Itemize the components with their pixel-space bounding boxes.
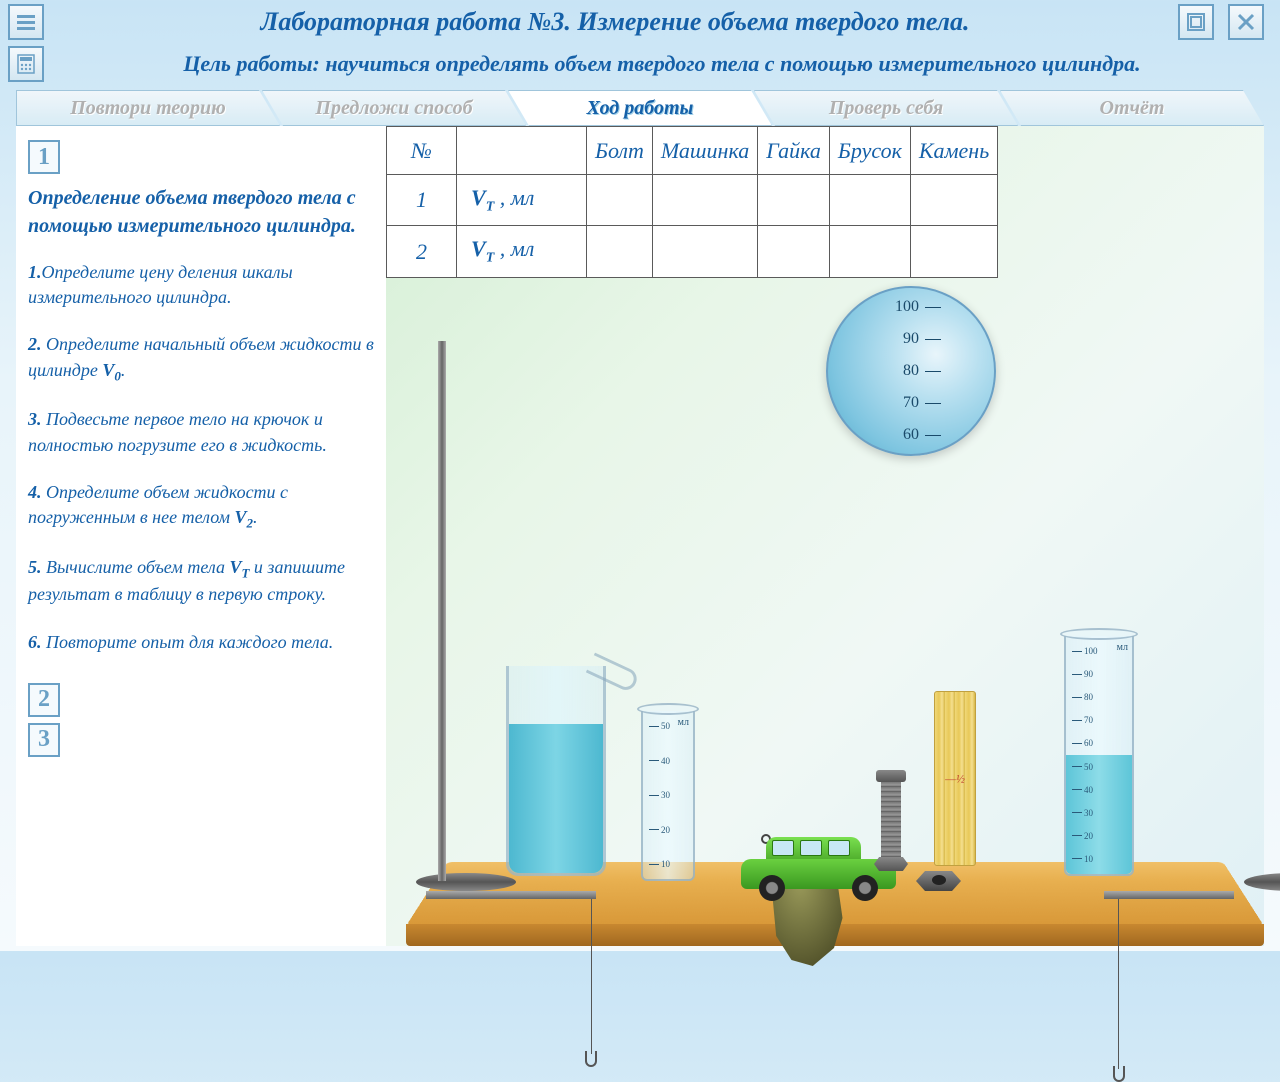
goal-text: Цель работы: научиться определять объем … bbox=[52, 51, 1272, 77]
close-icon[interactable] bbox=[1228, 4, 1264, 40]
section-title: Определение объема твердого тела с помощ… bbox=[28, 184, 374, 240]
instruction-4: 4. Определите объем жидкости с погруженн… bbox=[28, 480, 374, 533]
beaker-water bbox=[509, 724, 603, 873]
instructions-panel: 1 Определение объема твердого тела с пом… bbox=[16, 126, 386, 946]
th-num: № bbox=[387, 127, 457, 175]
step-nav-2[interactable]: 2 bbox=[28, 683, 60, 717]
app-title: Лабораторная работа №3. Измерение объема… bbox=[52, 7, 1178, 37]
cell-nut-1[interactable] bbox=[758, 175, 830, 226]
cylinder-small-scale: 50 40 30 20 10 bbox=[649, 721, 683, 869]
app-header: Лабораторная работа №3. Измерение объема… bbox=[0, 0, 1280, 44]
cylinder-small[interactable]: мл 50 40 30 20 10 bbox=[641, 711, 695, 881]
main-content: 1 Определение объема твердого тела с пом… bbox=[16, 126, 1264, 946]
cylinder-large[interactable]: мл 100 90 80 70 60 50 40 30 20 10 bbox=[1064, 636, 1134, 876]
tab-check[interactable]: Проверь себя bbox=[754, 90, 1018, 126]
table-header-row: № Болт Машинка Гайка Брусок Камень bbox=[387, 127, 998, 175]
cell-block-1[interactable] bbox=[829, 175, 910, 226]
instruction-1: 1.Определите цену деления шкалы измерите… bbox=[28, 260, 374, 310]
tab-procedure[interactable]: Ход работы bbox=[508, 90, 772, 126]
cell-stone-1[interactable] bbox=[910, 175, 997, 226]
th-bolt: Болт bbox=[587, 127, 653, 175]
th-block: Брусок bbox=[829, 127, 910, 175]
cell-nut-2[interactable] bbox=[758, 226, 830, 277]
menu-icon[interactable] bbox=[8, 4, 44, 40]
tab-bar: Повтори теорию Предложи способ Ход работ… bbox=[16, 90, 1264, 126]
cell-stone-2[interactable] bbox=[910, 226, 997, 277]
object-bolt[interactable] bbox=[876, 770, 906, 871]
table-row: 1 VT , мл bbox=[387, 175, 998, 226]
th-stone: Камень bbox=[910, 127, 997, 175]
cell-bolt-2[interactable] bbox=[587, 226, 653, 277]
magnifier[interactable]: 100 90 80 70 60 bbox=[826, 286, 996, 456]
lab-scene: 100 90 80 70 60 мл 50 40 30 bbox=[386, 276, 1264, 946]
calculator-icon[interactable] bbox=[8, 46, 44, 82]
subheader: Цель работы: научиться определять объем … bbox=[0, 44, 1280, 90]
instruction-5: 5. Вычислите объем тела VT и запишите ре… bbox=[28, 555, 374, 608]
instruction-6: 6. Повторите опыт для каждого тела. bbox=[28, 630, 374, 655]
tab-theory[interactable]: Повтори теорию bbox=[16, 90, 280, 126]
maximize-icon[interactable] bbox=[1178, 4, 1214, 40]
cell-bolt-1[interactable] bbox=[587, 175, 653, 226]
object-block[interactable]: —½ bbox=[934, 691, 976, 866]
data-table: № Болт Машинка Гайка Брусок Камень 1 VT … bbox=[386, 126, 998, 278]
instruction-2: 2. Определите начальный объем жидкости в… bbox=[28, 332, 374, 385]
step-badge-1: 1 bbox=[28, 140, 60, 174]
cell-car-1[interactable] bbox=[652, 175, 757, 226]
object-nut[interactable] bbox=[916, 871, 961, 891]
object-car[interactable] bbox=[741, 841, 896, 901]
beaker-spout bbox=[586, 652, 641, 693]
step-nav-3[interactable]: 3 bbox=[28, 723, 60, 757]
beaker[interactable] bbox=[506, 666, 606, 876]
tab-report[interactable]: Отчёт bbox=[1000, 90, 1264, 126]
magnifier-scale: 100 90 80 70 60 bbox=[881, 298, 941, 444]
table-row: 2 VT , мл bbox=[387, 226, 998, 277]
cell-car-2[interactable] bbox=[652, 226, 757, 277]
th-nut: Гайка bbox=[758, 127, 830, 175]
tab-method[interactable]: Предложи способ bbox=[262, 90, 526, 126]
cylinder-large-scale: 100 90 80 70 60 50 40 30 20 10 bbox=[1072, 646, 1106, 864]
th-car: Машинка bbox=[652, 127, 757, 175]
cell-block-2[interactable] bbox=[829, 226, 910, 277]
instruction-3: 3. Подвесьте первое тело на крючок и пол… bbox=[28, 407, 374, 457]
lab-panel: № Болт Машинка Гайка Брусок Камень 1 VT … bbox=[386, 126, 1264, 946]
th-label bbox=[457, 127, 587, 175]
